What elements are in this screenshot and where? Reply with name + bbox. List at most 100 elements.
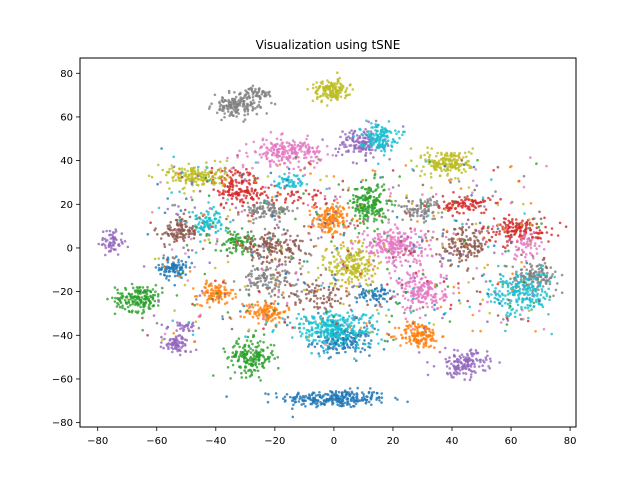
scatter-point — [255, 314, 259, 318]
scatter-point — [287, 256, 291, 259]
scatter-point — [176, 272, 180, 275]
scatter-point — [466, 218, 470, 222]
scatter-point — [387, 260, 391, 263]
scatter-point — [246, 238, 250, 241]
scatter-point — [175, 329, 178, 332]
scatter-point — [450, 239, 454, 243]
scatter-point — [365, 245, 369, 249]
scatter-point — [300, 150, 303, 153]
scatter-point — [352, 336, 356, 340]
scatter-point — [348, 346, 352, 350]
scatter-point — [556, 282, 559, 285]
scatter-point — [362, 215, 366, 218]
scatter-point — [370, 212, 374, 216]
scatter-point — [242, 96, 246, 99]
scatter-point — [261, 206, 265, 210]
scatter-point — [189, 168, 193, 171]
scatter-point — [347, 150, 350, 153]
scatter-point — [215, 240, 219, 243]
scatter-point — [369, 283, 373, 287]
scatter-point — [269, 130, 273, 134]
scatter-point — [350, 219, 354, 222]
scatter-point — [390, 203, 394, 206]
scatter-point — [375, 396, 379, 400]
scatter-point — [535, 231, 538, 234]
scatter-point — [265, 202, 269, 205]
scatter-point — [333, 199, 336, 202]
scatter-point — [363, 397, 366, 401]
scatter-point — [273, 300, 277, 303]
scatter-point — [241, 246, 244, 249]
scatter-point — [275, 198, 279, 202]
scatter-point — [299, 272, 303, 276]
scatter-point — [255, 191, 259, 195]
scatter-point — [270, 250, 274, 253]
scatter-point — [468, 356, 471, 360]
scatter-point — [223, 112, 226, 115]
scatter-point — [203, 286, 206, 289]
scatter-point — [316, 401, 319, 405]
scatter-point — [344, 350, 347, 354]
scatter-point — [270, 306, 274, 309]
scatter-point — [272, 205, 275, 209]
scatter-point — [167, 227, 171, 231]
scatter-point — [124, 288, 128, 291]
scatter-point — [351, 247, 354, 250]
scatter-point — [462, 202, 465, 206]
scatter-point — [442, 228, 445, 231]
scatter-point — [506, 244, 509, 247]
scatter-point — [159, 268, 163, 271]
scatter-point — [447, 238, 451, 241]
scatter-point — [361, 194, 365, 198]
scatter-point — [425, 282, 429, 286]
scatter-point — [220, 179, 224, 182]
scatter-point — [361, 347, 364, 350]
scatter-point — [111, 296, 114, 300]
scatter-point — [417, 345, 420, 349]
scatter-point — [303, 141, 306, 144]
scatter-point — [227, 175, 231, 179]
scatter-point — [466, 195, 469, 198]
scatter-point — [231, 351, 235, 355]
scatter-point — [169, 220, 172, 224]
scatter-point — [450, 375, 454, 379]
scatter-point — [456, 364, 460, 368]
scatter-point — [249, 351, 253, 354]
scatter-point — [251, 109, 254, 112]
scatter-point — [473, 365, 477, 368]
scatter-point — [341, 223, 345, 226]
scatter-point — [315, 405, 318, 409]
scatter-point — [236, 170, 240, 173]
scatter-point — [183, 325, 187, 329]
scatter-point — [369, 188, 373, 192]
scatter-point — [458, 239, 462, 243]
scatter-point — [256, 210, 260, 214]
scatter-point — [453, 157, 456, 161]
scatter-point — [442, 168, 446, 171]
scatter-point — [291, 145, 294, 149]
scatter-point — [242, 249, 246, 253]
scatter-point — [216, 294, 219, 297]
scatter-point — [173, 274, 177, 278]
scatter-point — [393, 238, 397, 242]
scatter-point — [271, 288, 274, 292]
scatter-point — [456, 158, 460, 162]
scatter-point — [426, 305, 429, 309]
scatter-point — [282, 296, 285, 299]
scatter-point — [426, 201, 429, 204]
scatter-point — [445, 204, 449, 208]
scatter-point — [187, 232, 191, 236]
scatter-point — [401, 125, 405, 128]
scatter-point — [324, 85, 327, 89]
scatter-point — [453, 367, 456, 370]
scatter-point — [345, 145, 348, 148]
scatter-point — [554, 288, 558, 292]
scatter-point — [175, 223, 179, 226]
scatter-point — [245, 185, 249, 189]
scatter-point — [258, 153, 262, 156]
scatter-point — [384, 239, 388, 242]
scatter-point — [327, 81, 331, 84]
scatter-point — [262, 271, 266, 275]
scatter-point — [369, 242, 372, 245]
scatter-point — [266, 196, 270, 199]
